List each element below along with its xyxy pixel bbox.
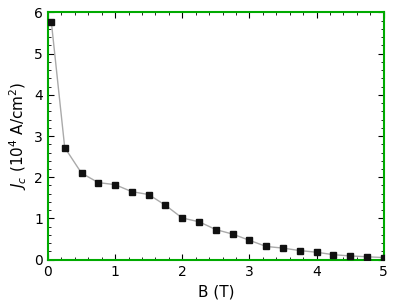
Y-axis label: $J_c$ ($10^4$ A/cm$^2$): $J_c$ ($10^4$ A/cm$^2$) — [7, 82, 29, 190]
X-axis label: B (T): B (T) — [198, 284, 234, 299]
